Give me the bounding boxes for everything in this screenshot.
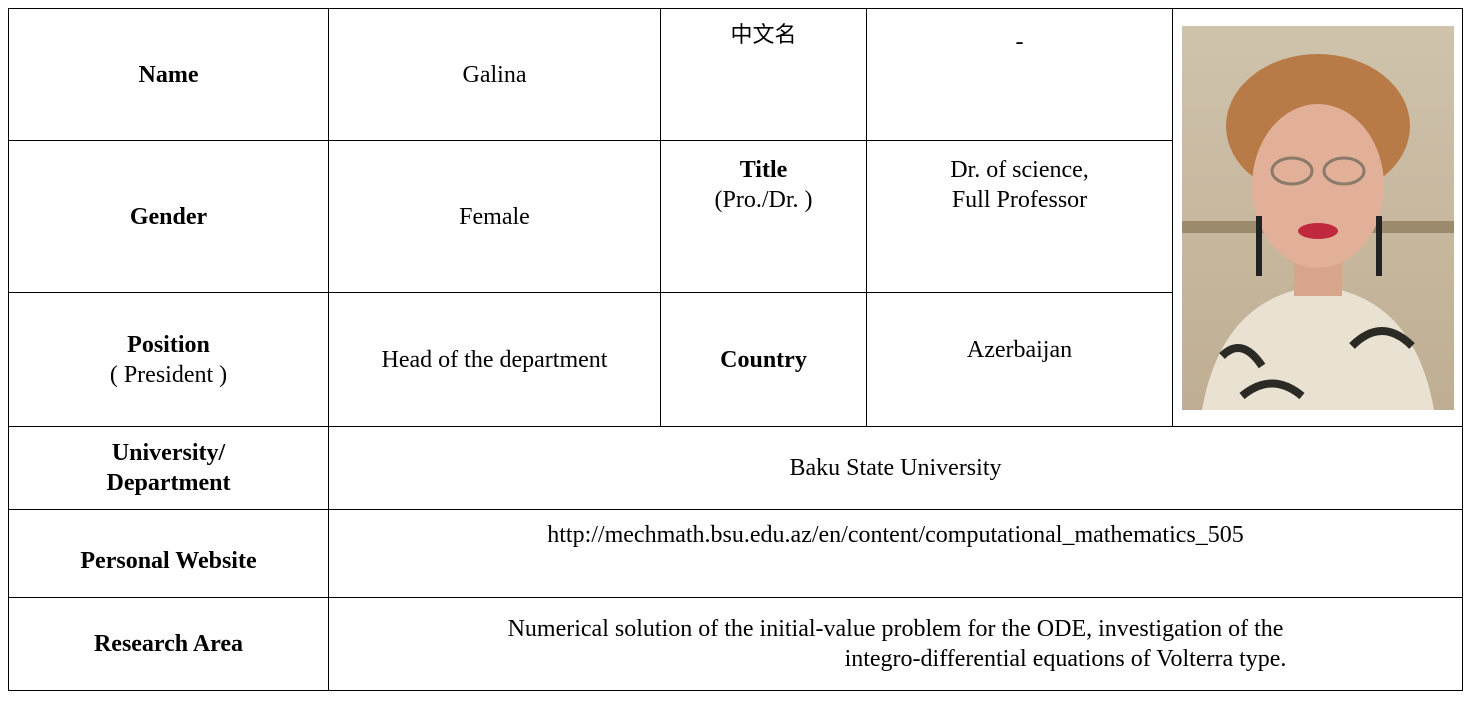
value: Female	[335, 202, 654, 232]
label: University/	[15, 438, 322, 468]
value: Galina	[335, 60, 654, 90]
row: Name Galina 中文名 -	[9, 9, 1463, 141]
label: Gender	[15, 202, 322, 232]
label: Personal Website	[15, 546, 322, 576]
value: Numerical solution of the initial-value …	[335, 614, 1456, 644]
value-cell: Dr. of science,Full Professor	[867, 141, 1173, 293]
value-cell: Azerbaijan	[867, 293, 1173, 427]
label-cell: Research Area	[9, 598, 329, 691]
label-cell: Personal Website	[9, 510, 329, 598]
value: Baku State University	[335, 453, 1456, 483]
label: Research Area	[15, 629, 322, 659]
photo-cell	[1173, 9, 1463, 427]
label-cell: Country	[661, 293, 867, 427]
value-cell: Galina	[329, 9, 661, 141]
value: Azerbaijan	[873, 335, 1166, 365]
label: Position	[15, 330, 322, 360]
label-cell: Title(Pro./Dr. )	[661, 141, 867, 293]
label: 中文名	[667, 21, 860, 51]
label: Title	[667, 155, 860, 185]
value-cell: -	[867, 9, 1173, 141]
value-cell: Female	[329, 141, 661, 293]
value: Head of the department	[335, 345, 654, 375]
label-cell: Position( President )	[9, 293, 329, 427]
label-note: (Pro./Dr. )	[667, 185, 860, 215]
row: Research Area Numerical solution of the …	[9, 598, 1463, 691]
value: -	[873, 27, 1166, 57]
photo	[1182, 26, 1454, 410]
value: integro-differential equations of Volter…	[335, 644, 1456, 674]
label: Department	[15, 468, 322, 498]
row: University/Department Baku State Univers…	[9, 427, 1463, 510]
label: Name	[15, 60, 322, 90]
profile-table: Name Galina 中文名 - Gender Female	[8, 8, 1463, 691]
page: Name Galina 中文名 - Gender Female	[0, 0, 1472, 704]
value-cell: Head of the department	[329, 293, 661, 427]
label-note: ( President )	[15, 360, 322, 390]
value: http://mechmath.bsu.edu.az/en/content/co…	[335, 520, 1456, 550]
label: Country	[667, 345, 860, 375]
label-cell: University/Department	[9, 427, 329, 510]
label-cell: Name	[9, 9, 329, 141]
value: Full Professor	[873, 185, 1166, 215]
value-cell: http://mechmath.bsu.edu.az/en/content/co…	[329, 510, 1463, 598]
label-cell: 中文名	[661, 9, 867, 141]
row: Personal Website http://mechmath.bsu.edu…	[9, 510, 1463, 598]
label-cell: Gender	[9, 141, 329, 293]
value-cell: Numerical solution of the initial-value …	[329, 598, 1463, 691]
value-cell: Baku State University	[329, 427, 1463, 510]
value: Dr. of science,	[873, 155, 1166, 185]
